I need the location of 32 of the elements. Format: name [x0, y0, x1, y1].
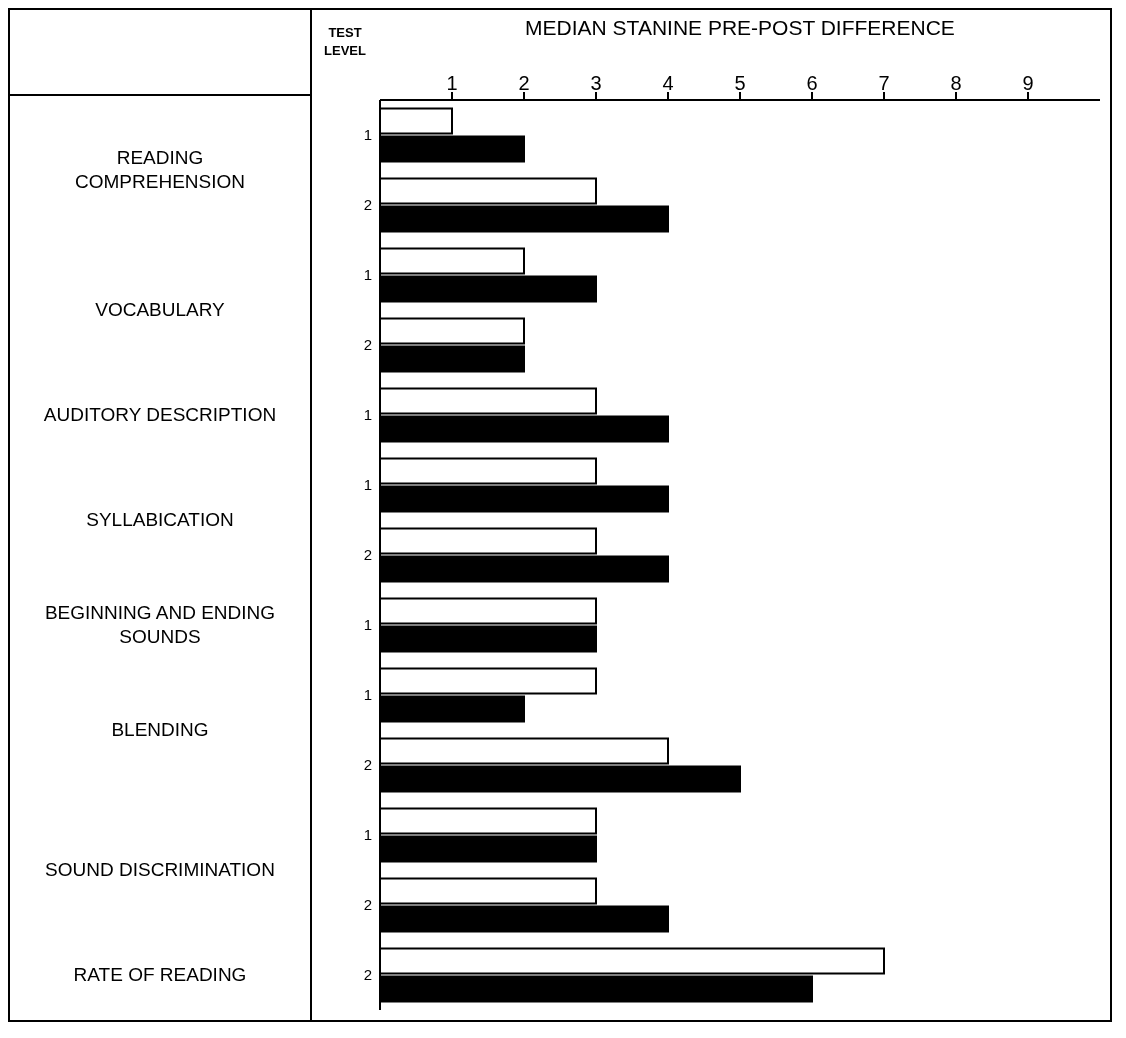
y-tick-label: 2: [363, 896, 372, 914]
x-tick-label: 2: [518, 72, 530, 94]
text: AUDITORY DESCRIPTION: [43, 403, 277, 427]
y-tick-label: 1: [363, 686, 372, 704]
y-tick-label: 1: [363, 266, 372, 284]
y-tick-label: 1: [363, 406, 372, 424]
y-tick-label: 2: [363, 966, 372, 984]
text: VOCABULARY: [95, 298, 225, 322]
y-tick-label: 2: [363, 336, 372, 354]
text: SOUND DISCRIMINATION: [45, 858, 275, 882]
text: BEGINNING AND ENDING SOUNDS: [43, 601, 277, 649]
y-tick-label: 1: [363, 826, 372, 844]
y-tick-label: 2: [363, 756, 372, 774]
text: RATE OF READING: [73, 963, 247, 987]
x-tick-label: 6: [806, 72, 818, 94]
y-tick-label: 1: [363, 476, 372, 494]
y-axis-title: TEST LEVEL: [323, 24, 367, 60]
y-tick-label: 1: [363, 616, 372, 634]
text: READING COMPREHENSION: [74, 146, 246, 194]
x-axis-title: MEDIAN STANINE PRE-POST DIFFERENCE: [524, 16, 956, 40]
y-tick-label: 1: [363, 126, 372, 144]
x-tick-label: 3: [590, 72, 602, 94]
x-tick-label: 1: [446, 72, 458, 94]
x-tick-label: 4: [662, 72, 674, 94]
y-tick-label: 2: [363, 546, 372, 564]
text: BLENDING: [111, 718, 209, 742]
text: SYLLABICATION: [86, 508, 234, 532]
x-tick-label: 7: [878, 72, 890, 94]
x-tick-label: 5: [734, 72, 746, 94]
x-tick-label: 9: [1022, 72, 1034, 94]
y-tick-label: 2: [363, 196, 372, 214]
x-tick-label: 8: [950, 72, 962, 94]
